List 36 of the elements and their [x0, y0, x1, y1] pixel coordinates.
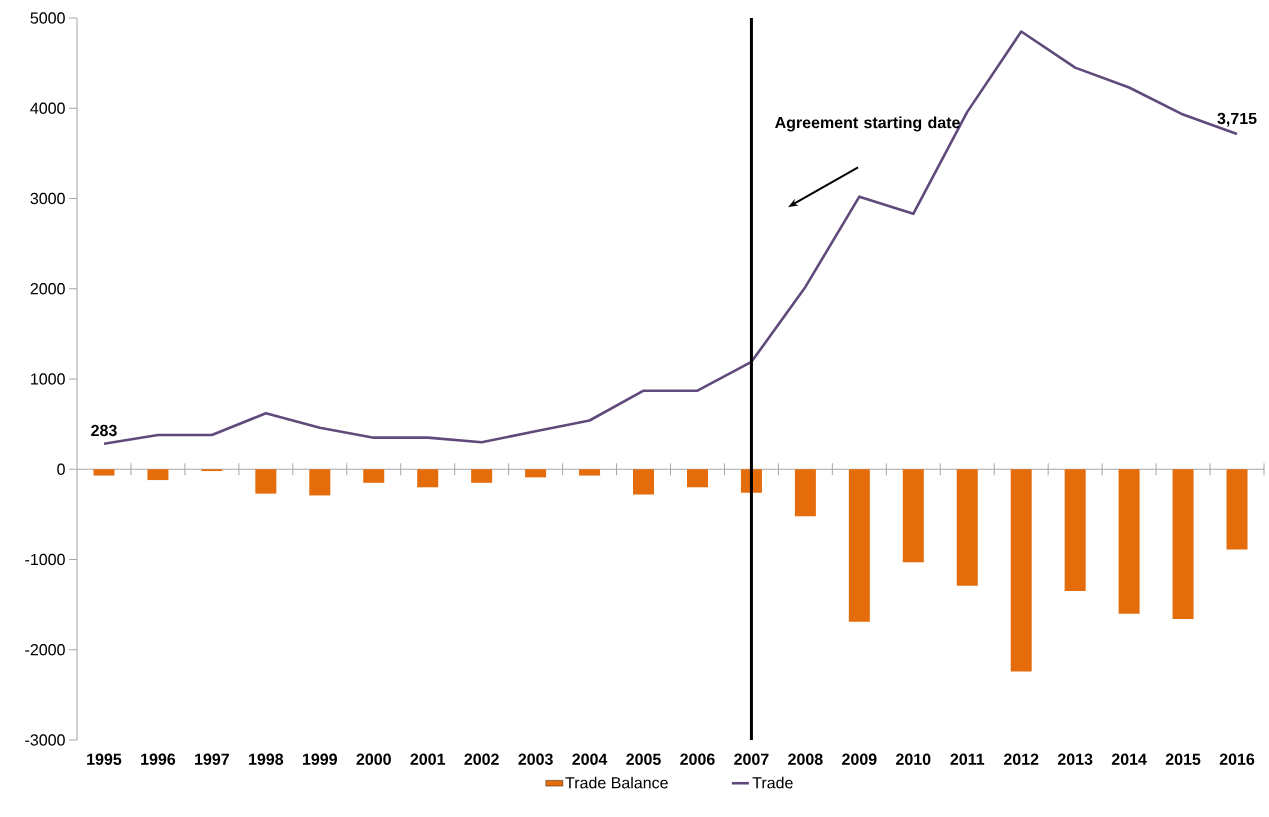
x-tick-label: 2009 [842, 753, 877, 765]
legend-label: Trade Balance [565, 776, 668, 789]
x-tick-label: 2008 [788, 753, 823, 765]
x-tick-label: 2000 [356, 753, 391, 765]
y-tick-label: -2000 [25, 644, 65, 656]
y-tick-label: -3000 [25, 734, 65, 746]
data-label: 283 [91, 424, 117, 437]
x-tick-label: 2016 [1219, 753, 1255, 765]
y-tick-label: 1000 [31, 373, 65, 385]
x-tick-label: 2010 [896, 753, 931, 765]
x-tick-label: 2012 [1003, 753, 1039, 765]
x-tick-label: 2006 [680, 753, 715, 765]
x-tick-label: 2007 [734, 753, 769, 765]
y-tick-label: -1000 [25, 553, 65, 566]
x-tick-label: 1999 [303, 753, 337, 765]
x-tick-label: 2013 [1057, 753, 1093, 765]
x-tick-label: 2004 [572, 753, 608, 765]
x-tick-label: 1997 [195, 753, 229, 765]
x-tick-label: 2002 [464, 753, 499, 765]
x-tick-label: 2015 [1165, 753, 1201, 765]
x-tick-label: 2005 [626, 753, 661, 765]
y-tick-label: 0 [57, 463, 65, 475]
y-tick-label: 2000 [30, 283, 65, 295]
x-tick-label: 1998 [249, 753, 284, 765]
x-tick-label: 1995 [87, 753, 122, 765]
x-tick-label: 2011 [950, 753, 985, 765]
x-tick-label: 2001 [410, 753, 446, 765]
x-tick-label: 2003 [518, 753, 553, 765]
x-tick-label: 2014 [1111, 753, 1147, 765]
x-tick-label: 1996 [141, 753, 176, 765]
y-tick-label: 3000 [30, 192, 65, 205]
y-tick-label: 4000 [30, 102, 65, 114]
legend-label: Trade [752, 776, 793, 789]
y-tick-label: 5000 [30, 12, 65, 24]
ref-line-label: Agreement starting date [775, 116, 960, 132]
data-label: 3,715 [1217, 112, 1257, 127]
